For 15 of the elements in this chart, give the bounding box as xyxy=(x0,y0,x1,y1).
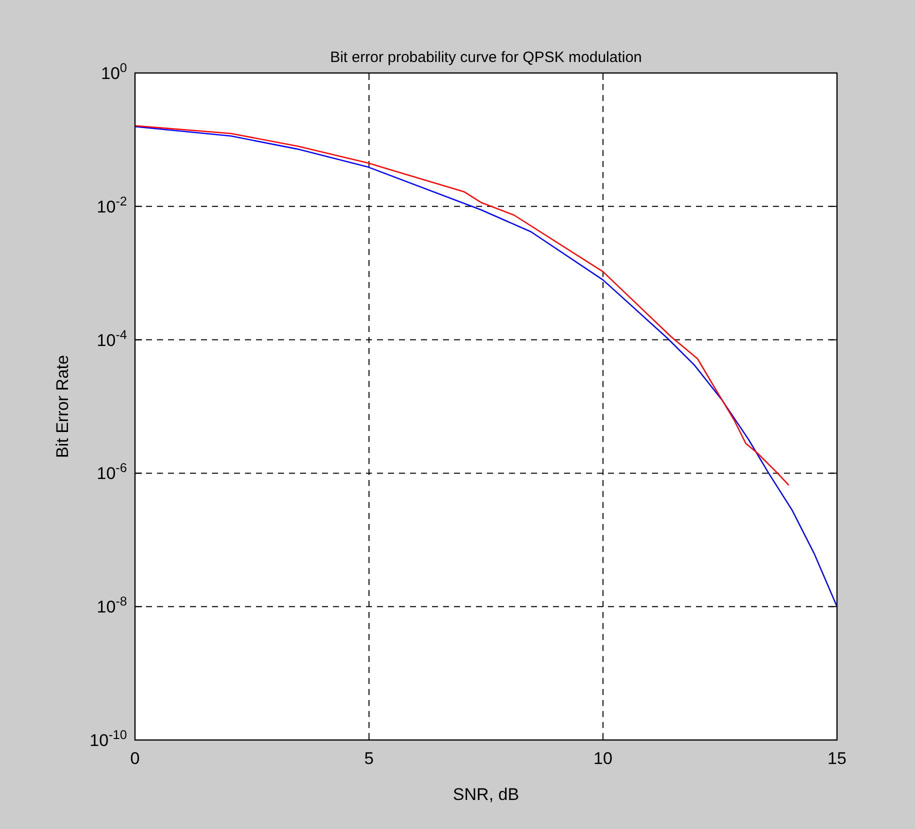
x-tick-label: 15 xyxy=(828,749,846,768)
y-axis-title: Bit Error Rate xyxy=(53,355,72,458)
chart-title: Bit error probability curve for QPSK modulation xyxy=(330,49,642,66)
y-tick-label: 10$^{-8}$ xyxy=(96,593,127,617)
x-tick-label: 0 xyxy=(130,749,140,768)
line-series xyxy=(135,125,790,486)
y-tick-label: 10$^{-2}$ xyxy=(96,192,127,216)
y-tick-label: 10$^{-4}$ xyxy=(96,326,127,350)
y-tick-label: 10$^{-10}$ xyxy=(90,726,127,750)
y-tick-label: 10$^{-6}$ xyxy=(96,460,127,484)
x-tick-label: 5 xyxy=(364,749,374,768)
x-tick-label: 10 xyxy=(594,749,612,768)
line-series xyxy=(135,126,837,608)
x-axis-title: SNR, dB xyxy=(452,785,520,804)
y-tick-label: 10$^{0}$ xyxy=(100,60,127,83)
